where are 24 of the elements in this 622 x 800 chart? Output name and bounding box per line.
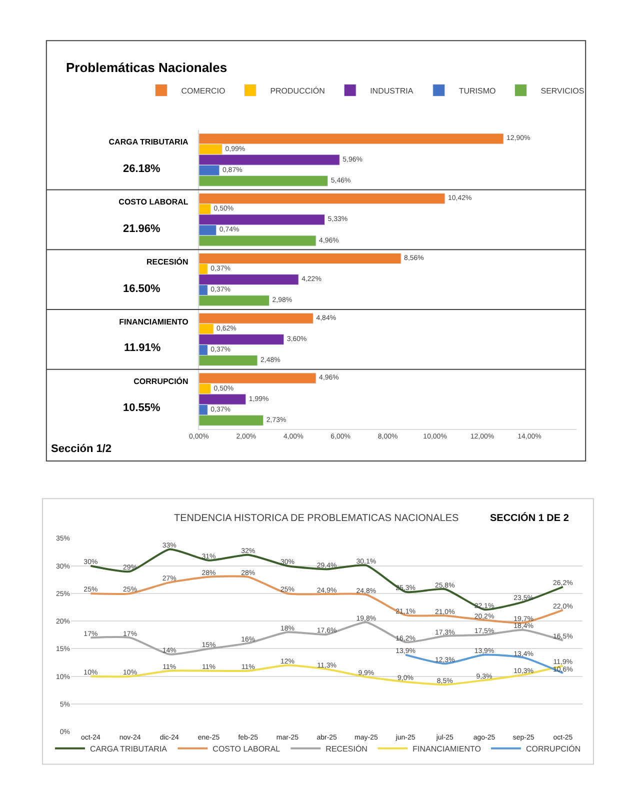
legend-label: CARGA TRIBUTARIA [90, 744, 168, 754]
legend-label: INDUSTRIA [370, 86, 414, 96]
y-tick-label: RECESIÓN [146, 256, 189, 266]
legend-label: SERVICIOS [540, 86, 584, 96]
legend-label: PRODUCCIÓN [270, 86, 326, 96]
text: 26.18% [123, 163, 161, 175]
chart-title: TENDENCIA HISTORICA DE PROBLEMATICAS NACIONALES [174, 513, 460, 524]
text: 10.55% [123, 402, 161, 414]
legend-label: CORRUPCIÓN [526, 744, 581, 754]
chart-title: Problemáticas Nacionales [66, 60, 228, 75]
legend-label: COSTO LABORAL [212, 744, 281, 754]
text: 21.96% [123, 223, 161, 235]
text: 16.50% [123, 283, 161, 295]
text: SECCIÓN 1 DE 2 [490, 512, 570, 524]
text: Sección 1/2 [51, 443, 112, 455]
legend-label: COMERCIO [181, 86, 226, 96]
y-tick-label: CARGA TRIBUTARIA [108, 138, 189, 147]
y-tick-label: CORRUPCIÓN [134, 376, 189, 386]
text: 11.91% [124, 342, 161, 354]
y-tick-label: COSTO LABORAL [118, 198, 188, 207]
legend-label: FINANCIAMIENTO [412, 744, 481, 754]
y-tick-label: FINANCIAMIENTO [119, 317, 188, 326]
legend-label: TURISMO [458, 86, 496, 96]
legend-label: RECESIÓN [326, 744, 368, 754]
